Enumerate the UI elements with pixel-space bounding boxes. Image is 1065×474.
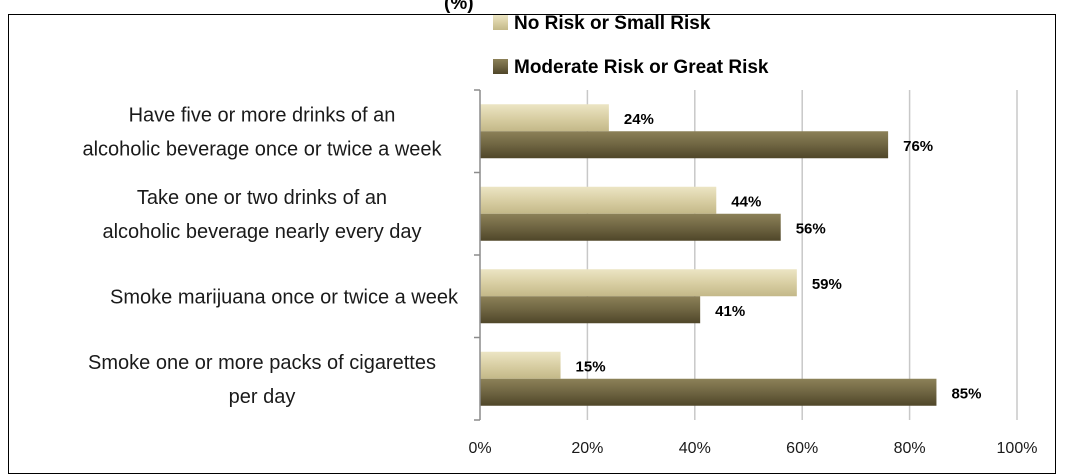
data-label-series1-cat3: 59% bbox=[812, 276, 842, 293]
legend-label-2: Moderate Risk or Great Risk bbox=[514, 57, 769, 78]
labels: 24% 76% Have five or more drinks of an alco… bbox=[82, 104, 981, 408]
data-label-series1-cat2: 44% bbox=[731, 193, 761, 210]
x-tick-label: 80% bbox=[894, 440, 926, 457]
data-label-series2-cat3: 41% bbox=[715, 303, 745, 320]
category-label-2-line-2: alcoholic beverage nearly every day bbox=[102, 221, 421, 243]
bars bbox=[480, 104, 937, 406]
legend-label-1: No Risk or Small Risk bbox=[514, 13, 711, 34]
chart-title-fragment: (%) bbox=[444, 0, 474, 14]
data-label-series2-cat1: 76% bbox=[903, 138, 933, 155]
data-label-series2-cat2: 56% bbox=[796, 220, 826, 237]
x-tick-label: 60% bbox=[786, 440, 818, 457]
axis: 0% 20% 40% 60% 80% 100% bbox=[468, 89, 1038, 457]
bar-chart: (%) No Risk or Small Risk Moderate Risk o… bbox=[82, 0, 1038, 457]
x-tick-label: 40% bbox=[679, 440, 711, 457]
data-label-series1-cat4: 15% bbox=[576, 358, 606, 375]
x-tick-label: 0% bbox=[468, 440, 491, 457]
x-tick-label: 100% bbox=[997, 440, 1038, 457]
category-label-4-line-2: per day bbox=[229, 386, 296, 408]
bar-series1-cat1 bbox=[480, 104, 609, 132]
bar-series2-cat4 bbox=[480, 378, 937, 406]
category-label-4-line-1: Smoke one or more packs of cigarettes bbox=[88, 352, 436, 374]
category-label-3-line-1: Smoke marijuana once or twice a week bbox=[110, 286, 459, 308]
legend-swatch-1 bbox=[493, 15, 508, 30]
bar-series1-cat4 bbox=[480, 351, 561, 379]
data-label-series1-cat1: 24% bbox=[624, 111, 654, 128]
x-tick-label: 20% bbox=[571, 440, 603, 457]
bar-series2-cat3 bbox=[480, 296, 701, 324]
bar-series2-cat1 bbox=[480, 131, 889, 159]
data-label-series2-cat4: 85% bbox=[951, 385, 981, 402]
bar-series1-cat3 bbox=[480, 269, 797, 297]
legend-swatch-2 bbox=[493, 59, 508, 74]
category-label-2-line-1: Take one or two drinks of an bbox=[137, 187, 387, 209]
bar-series1-cat2 bbox=[480, 186, 717, 214]
legend: No Risk or Small Risk Moderate Risk or Gr… bbox=[493, 13, 769, 78]
bar-series2-cat2 bbox=[480, 213, 781, 241]
category-label-1-line-2: alcoholic beverage once or twice a week bbox=[82, 138, 442, 160]
category-label-1-line-1: Have five or more drinks of an bbox=[129, 104, 396, 126]
